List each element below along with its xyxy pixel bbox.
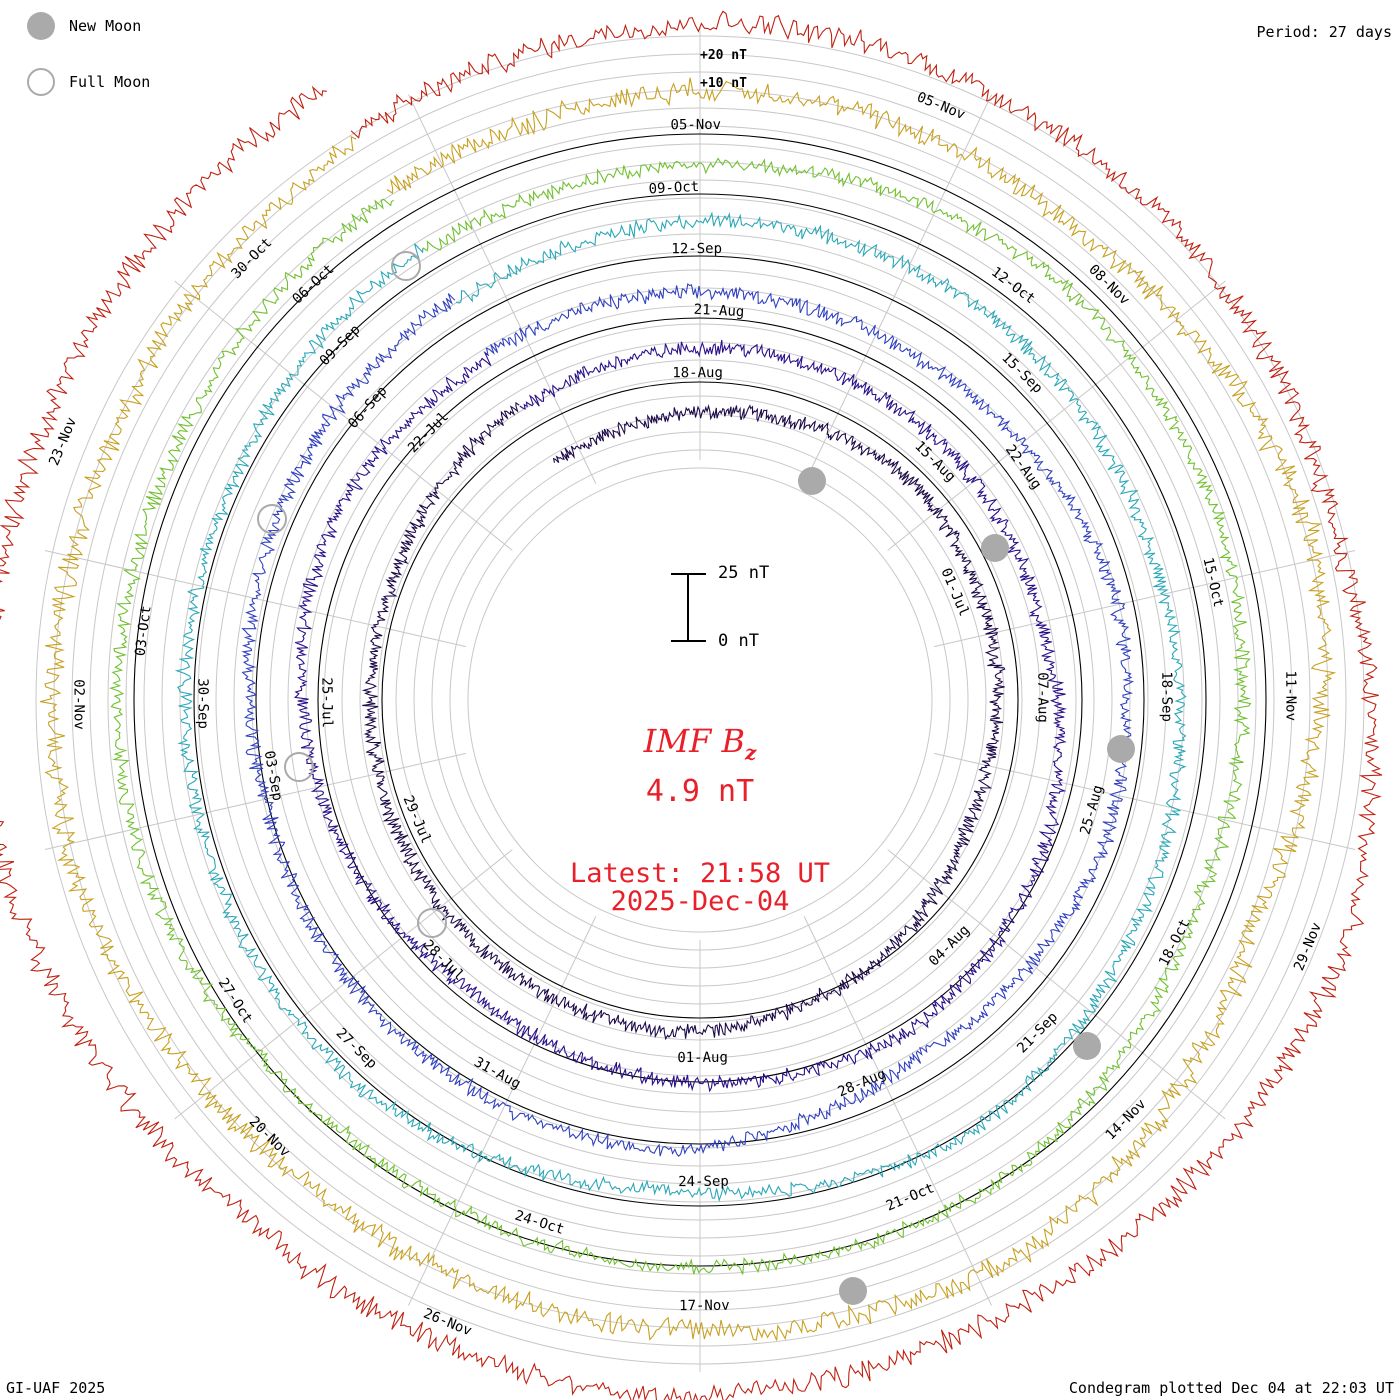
- data-traces: 01-Jul29-Jul18-Aug15-Aug07-Aug04-Aug01-A…: [0, 10, 1383, 1400]
- date-label: 05-Nov: [670, 117, 721, 133]
- footer-plotted: Condegram plotted Dec 04 at 22:03 UT: [1068, 1379, 1394, 1397]
- new-moon-marker: [1107, 735, 1135, 763]
- date-label: 05-Nov: [914, 89, 967, 123]
- reference-circle: [255, 255, 1145, 1145]
- trace-rotation-5: [108, 157, 1252, 1275]
- date-label: 03-Oct: [133, 605, 155, 657]
- date-label: 15-Sep: [998, 350, 1045, 397]
- latest-date: 2025-Dec-04: [610, 886, 790, 917]
- date-label: 20-Nov: [246, 1114, 293, 1161]
- trace-rotation-7: [0, 10, 1383, 1400]
- trace-rotation-3: [241, 282, 1135, 1158]
- date-label: 30-Oct: [228, 235, 275, 282]
- latest-time: Latest: 21:58 UT: [569, 858, 831, 889]
- new-moon-marker: [798, 467, 826, 495]
- grid-ray: [174, 849, 513, 1120]
- reference-circle: [193, 193, 1207, 1207]
- legend-new-moon: New Moon: [27, 12, 141, 40]
- date-label: 09-Sep: [317, 322, 364, 369]
- grid-ray: [933, 752, 1356, 851]
- date-label: 01-Aug: [677, 1050, 728, 1066]
- date-label: 21-Aug: [693, 302, 744, 320]
- legend-new-moon-label: New Moon: [69, 17, 142, 35]
- date-label: 30-Sep: [194, 678, 210, 729]
- date-label: 26-Nov: [421, 1306, 474, 1340]
- trace-rotation-6: [39, 77, 1337, 1341]
- date-label: 18-Aug: [672, 365, 723, 381]
- title-main: IMF B: [643, 722, 745, 760]
- scale-bottom-label: 0 nT: [718, 631, 759, 651]
- date-label: 24-Sep: [678, 1174, 729, 1190]
- new-moon-marker: [981, 534, 1009, 562]
- grid-ray: [803, 916, 993, 1306]
- current-value: 4.9 nT: [645, 774, 755, 809]
- grid-ray: [887, 280, 1226, 551]
- grid-ray: [803, 94, 993, 484]
- reference-circle: [133, 133, 1267, 1267]
- date-label: 24-Oct: [513, 1208, 566, 1238]
- grid-circle: [377, 377, 1023, 1023]
- date-label: 23-Nov: [46, 415, 80, 468]
- date-label: 25-Jul: [318, 677, 334, 728]
- trace-rotation-2: [293, 339, 1068, 1093]
- new-moon-marker: [839, 1277, 867, 1305]
- date-label: 12-Sep: [671, 241, 722, 257]
- moon-markers: [257, 251, 1135, 1305]
- full-moon-marker: [417, 908, 447, 938]
- date-label: 02-Nov: [70, 679, 86, 730]
- grid-ray: [887, 849, 1226, 1120]
- date-label: 12-Oct: [988, 264, 1038, 307]
- grid-ray: [44, 752, 467, 851]
- full-moon-marker: [257, 504, 287, 534]
- ring-label-plus10: +10 nT: [700, 76, 747, 91]
- title-subscript: z: [744, 740, 757, 765]
- full-moon-icon: [27, 68, 55, 96]
- grid-circle: [467, 467, 933, 933]
- period-label: Period: 27 days: [1256, 23, 1392, 41]
- date-label: 31-Aug: [471, 1054, 523, 1092]
- grid-ray: [933, 549, 1356, 648]
- date-label: 28-Jul: [420, 937, 467, 984]
- date-label: 01-Jul: [937, 566, 971, 619]
- trace-rotation-1: [361, 401, 1006, 1041]
- date-label: 08-Nov: [1085, 262, 1132, 309]
- date-label: 07-Aug: [1034, 672, 1050, 723]
- footer-credit: GI-UAF 2025: [6, 1379, 106, 1397]
- trace-rotation-4: [174, 211, 1187, 1203]
- legend-full-moon: Full Moon: [27, 68, 150, 96]
- date-label: 09-Oct: [648, 179, 699, 198]
- ring-label-plus20: +20 nT: [700, 48, 747, 63]
- reference-circle: [317, 317, 1083, 1083]
- date-label: 18-Oct: [1156, 917, 1193, 969]
- scale-top-label: 25 nT: [718, 563, 770, 583]
- new-moon-marker: [1073, 1032, 1101, 1060]
- date-label: 11-Nov: [1282, 670, 1298, 721]
- full-moon-marker: [391, 251, 421, 281]
- legend-full-moon-label: Full Moon: [69, 73, 151, 91]
- chart-title: IMF Bz: [0, 722, 1400, 764]
- date-label: 15-Oct: [1199, 556, 1226, 609]
- full-moon-marker: [284, 752, 314, 782]
- date-label: 18-Sep: [1158, 671, 1174, 722]
- new-moon-icon: [27, 12, 55, 40]
- date-label: 21-Oct: [884, 1180, 937, 1214]
- grid-ray: [407, 94, 597, 484]
- date-label: 04-Aug: [926, 922, 973, 969]
- scale-bar: [671, 573, 706, 642]
- date-label: 29-Nov: [1291, 920, 1325, 973]
- grid-ray: [174, 280, 513, 551]
- reference-circle: [381, 381, 1019, 1019]
- reference-circles: [133, 133, 1267, 1267]
- grid-ray: [407, 916, 597, 1306]
- date-label: 17-Nov: [679, 1298, 730, 1314]
